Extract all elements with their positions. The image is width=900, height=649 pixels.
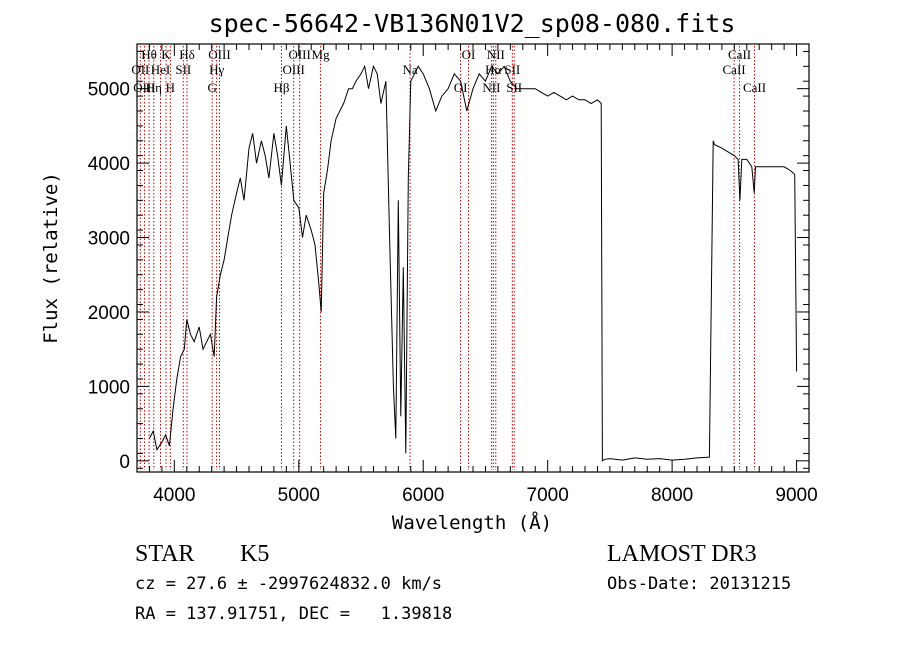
obs-date: Obs-Date: 20131215 (607, 574, 791, 594)
spectral-line-label: CaII (743, 80, 766, 95)
spectral-line-label: OIII (133, 80, 155, 95)
y-ticks: 0 1000 2000 3000 4000 5000 (88, 50, 809, 473)
spectral-line-label: OIII (282, 62, 304, 77)
spectral-line-label: NII (482, 80, 500, 95)
spectral-line-label: HeI (151, 62, 171, 77)
spectral-line-label: NII (487, 47, 505, 62)
radec-readout: RA = 137.91751, DEC = 1.39818 (135, 604, 452, 624)
spectral-line-label: G (207, 80, 216, 95)
y-axis-label: Flux (relative) (40, 172, 62, 344)
spectral-line-label: CaII (723, 62, 746, 77)
spectral-line-label: OIII (288, 47, 310, 62)
x-tick-label: 9000 (775, 485, 817, 506)
spectral-line-label: Hδ (179, 47, 195, 62)
spectral-line-label: SII (506, 80, 522, 95)
spectral-line-label: SII (175, 62, 191, 77)
x-axis-label: Wavelength (Å) (392, 511, 552, 534)
spectral-line-label: OII (131, 62, 149, 77)
cz-readout: cz = 27.6 ± -2997624832.0 km/s (135, 574, 442, 594)
object-subclass: K5 (240, 541, 269, 567)
spectral-line-label: OI (454, 80, 468, 95)
x-tick-label: 6000 (402, 485, 444, 506)
spectral-line-label: OI (462, 47, 476, 62)
object-type: STAR (135, 541, 194, 567)
plot-frame (136, 43, 810, 473)
y-tick-label: 3000 (88, 229, 130, 250)
y-tick-label: 5000 (88, 80, 130, 101)
spectral-line-label: SII (504, 62, 520, 77)
spectrum-series-line (148, 64, 798, 462)
spectral-line-label: Hθ (141, 47, 157, 62)
survey-name: LAMOST DR3 (607, 541, 757, 567)
spectral-line-label: CaII (728, 47, 751, 62)
spectral-line-label: Mg (312, 47, 331, 62)
spectral-line-label: Hβ (273, 80, 289, 95)
spectral-line-label: OIII (208, 47, 230, 62)
y-tick-label: 2000 (88, 303, 130, 324)
x-ticks: 4000 5000 6000 7000 8000 9000 (148, 44, 818, 506)
spectral-line-label: Hη (146, 80, 162, 95)
reference-lines (139, 46, 755, 470)
chart-title: spec-56642-VB136N01V2_sp08-080.fits (209, 9, 736, 38)
spectral-line-label: Na (402, 62, 417, 77)
x-tick-label: 5000 (278, 485, 320, 506)
spectral-line-label: K (161, 47, 171, 62)
y-tick-label: 0 (119, 452, 130, 473)
y-tick-label: 4000 (88, 154, 130, 175)
spectral-line-label: H (166, 80, 175, 95)
x-tick-label: 7000 (527, 485, 569, 506)
spectral-line-label: Hγ (209, 62, 224, 77)
y-tick-label: 1000 (88, 377, 130, 398)
x-tick-label: 4000 (153, 485, 195, 506)
x-tick-label: 8000 (651, 485, 693, 506)
